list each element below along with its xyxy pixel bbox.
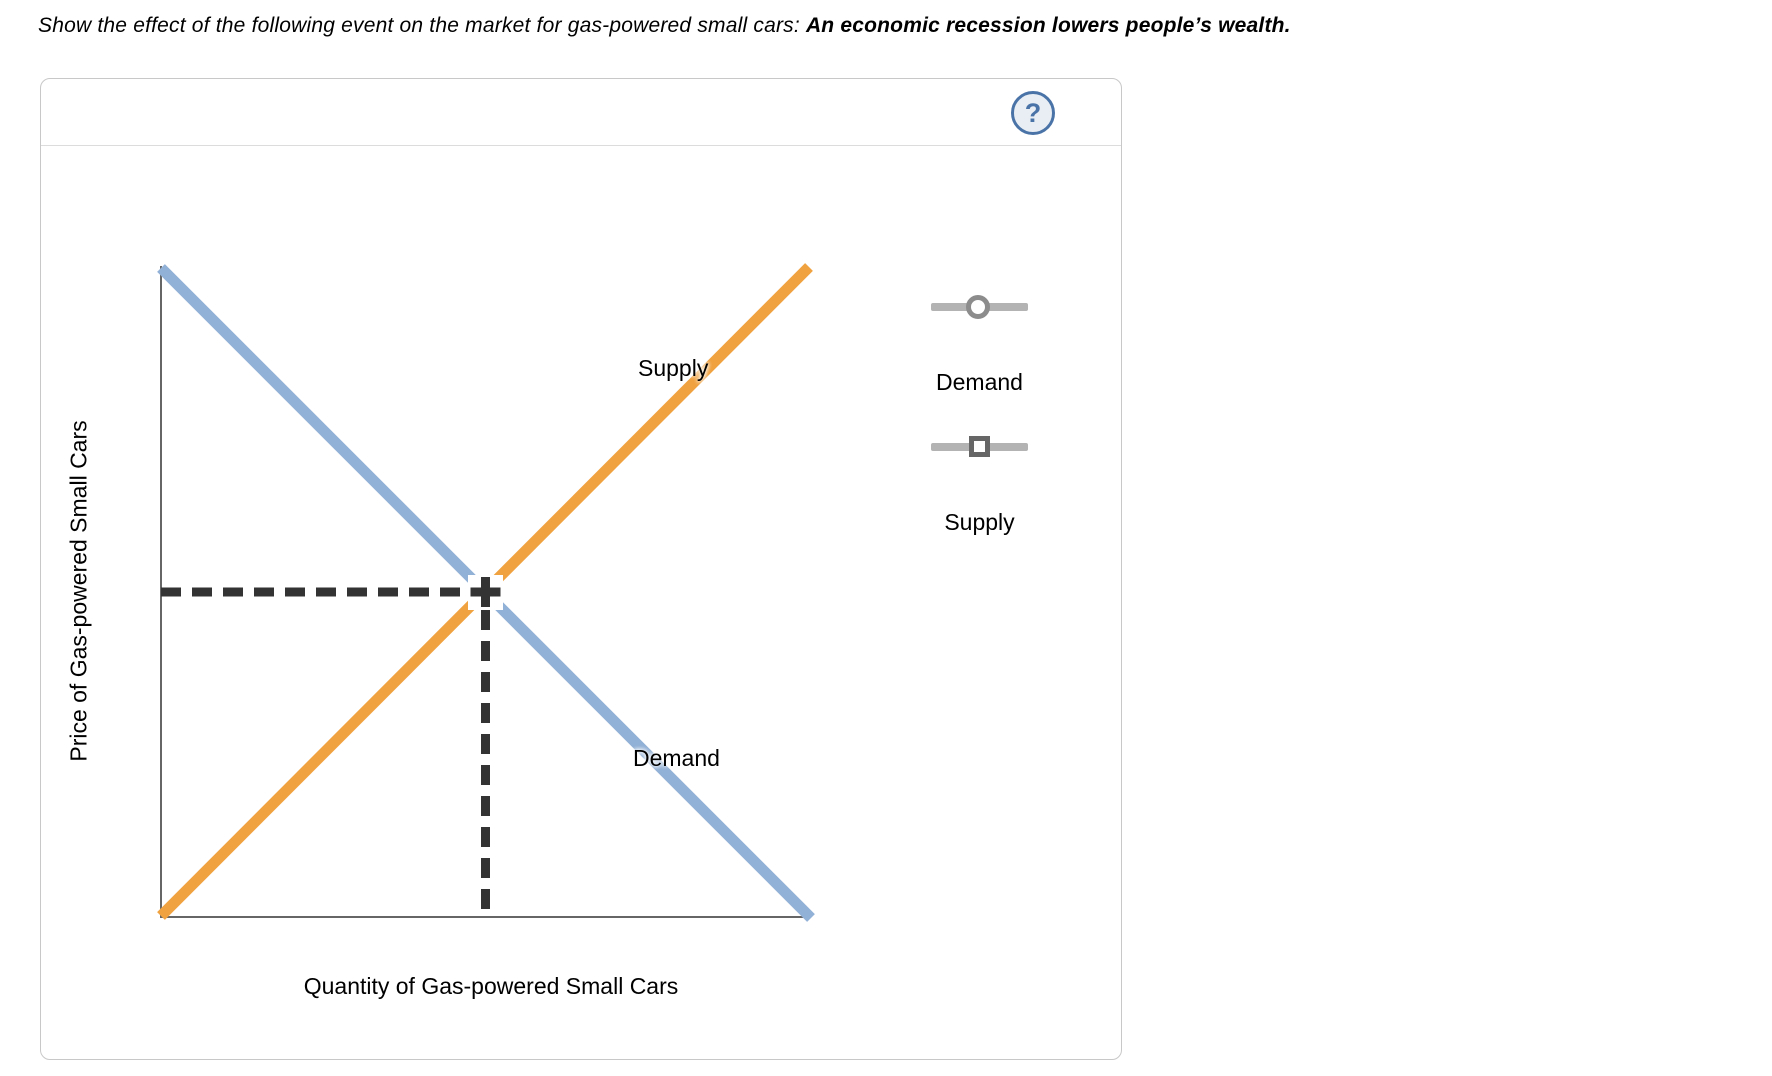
supply-demand-chart bbox=[157, 263, 815, 922]
supply-slider-handle[interactable] bbox=[969, 436, 990, 457]
demand-curve-label: Demand bbox=[633, 745, 720, 771]
supply-slider-group: Supply bbox=[931, 436, 1028, 535]
question-prefix: Show the effect of the following event o… bbox=[38, 14, 800, 37]
demand-slider-group: Demand bbox=[931, 295, 1028, 395]
supply-slider[interactable] bbox=[931, 436, 1028, 457]
panel-header: ? bbox=[41, 79, 1121, 146]
demand-slider-handle[interactable] bbox=[966, 295, 990, 319]
question-text: Show the effect of the following event o… bbox=[38, 14, 1291, 38]
question-panel: ? Price of Gas-powered Small Cars Quanti… bbox=[40, 78, 1122, 1060]
question-event: An economic recession lowers people’s we… bbox=[805, 14, 1291, 37]
demand-slider-label: Demand bbox=[936, 369, 1023, 395]
x-axis-label: Quantity of Gas-powered Small Cars bbox=[303, 973, 679, 999]
equilibrium-marker-icon bbox=[481, 577, 490, 607]
supply-slider-label: Supply bbox=[944, 509, 1015, 535]
supply-curve-label: Supply bbox=[638, 355, 709, 381]
y-axis-label: Price of Gas-powered Small Cars bbox=[65, 420, 92, 762]
help-button[interactable]: ? bbox=[1011, 91, 1055, 135]
question-mark-icon: ? bbox=[1024, 97, 1042, 128]
demand-slider[interactable] bbox=[931, 295, 1028, 319]
